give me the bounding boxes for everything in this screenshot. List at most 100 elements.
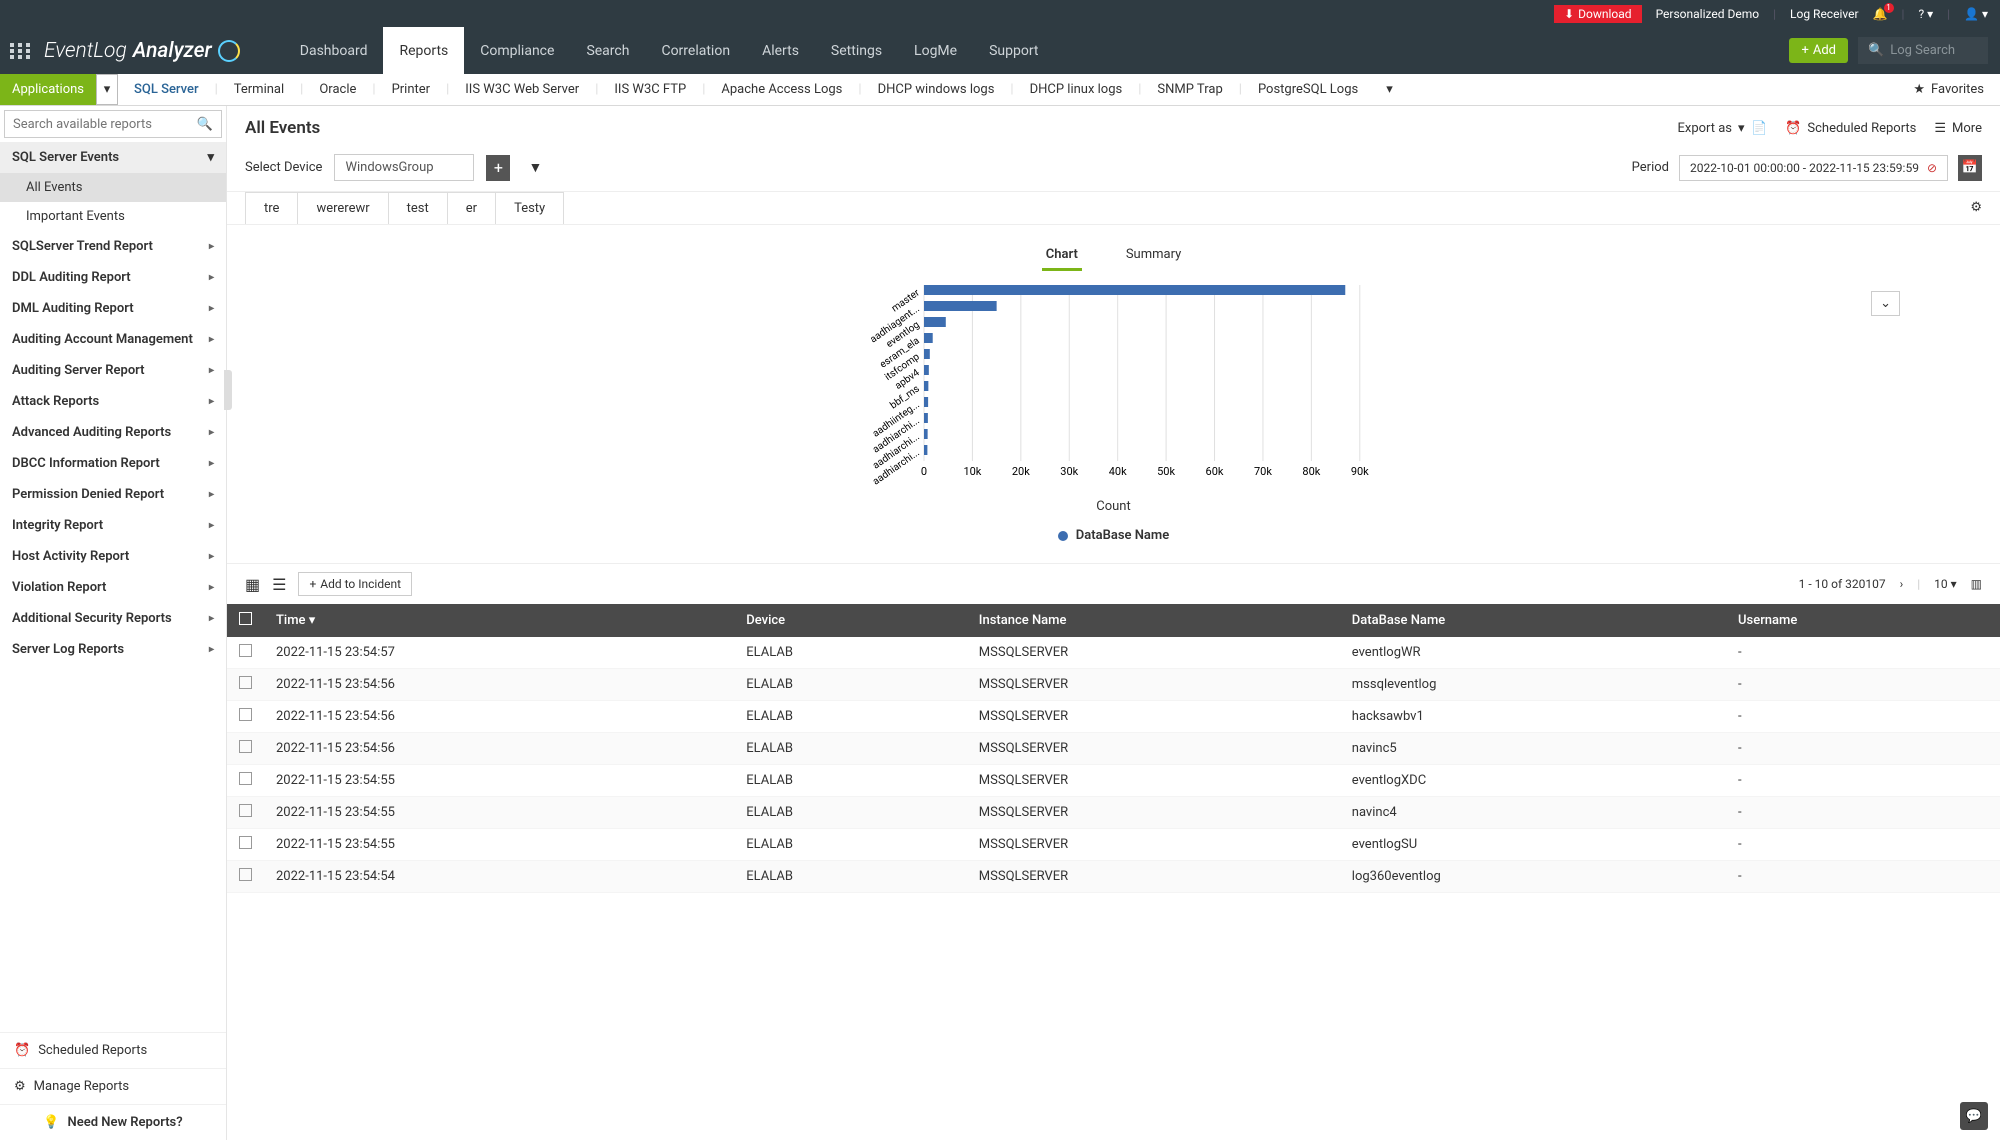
calendar-button[interactable]: 📅	[1958, 155, 1982, 181]
table-row[interactable]: 2022-11-15 23:54:56ELALABMSSQLSERVERmssq…	[227, 669, 2000, 701]
sidebar-item-auditing-server-report[interactable]: Auditing Server Report▸	[0, 355, 226, 386]
nav-tab-settings[interactable]: Settings	[815, 27, 898, 74]
scheduled-reports-button[interactable]: ⏰ Scheduled Reports	[1785, 121, 1916, 136]
sidebar-collapse-handle[interactable]	[224, 370, 232, 410]
col-username[interactable]: Username	[1726, 604, 2000, 637]
sidebar-item-attack-reports[interactable]: Attack Reports▸	[0, 386, 226, 417]
close-icon[interactable]: ⊘	[1927, 161, 1937, 175]
subtab-sql-server[interactable]: SQL Server	[118, 74, 215, 105]
col-instance-name[interactable]: Instance Name	[967, 604, 1340, 637]
mini-tab-test[interactable]: test	[388, 192, 448, 224]
pager-next-icon[interactable]: ›	[1900, 577, 1904, 591]
nav-tab-compliance[interactable]: Compliance	[464, 27, 570, 74]
nav-tab-support[interactable]: Support	[973, 27, 1054, 74]
nav-tab-logme[interactable]: LogMe	[898, 27, 973, 74]
sidebar-item-ddl-auditing-report[interactable]: DDL Auditing Report▸	[0, 262, 226, 293]
chat-icon[interactable]: 💬	[1960, 1102, 1988, 1130]
columns-icon[interactable]: ▥	[1971, 577, 1982, 591]
subtab-dhcp-linux-logs[interactable]: DHCP linux logs	[1014, 74, 1139, 105]
help-icon[interactable]: ? ▾	[1918, 7, 1933, 21]
table-row[interactable]: 2022-11-15 23:54:57ELALABMSSQLSERVEReven…	[227, 637, 2000, 669]
grid-view-icon[interactable]: ▦	[245, 575, 260, 594]
demo-link[interactable]: Personalized Demo	[1656, 7, 1760, 21]
more-button[interactable]: ☰ More	[1934, 121, 1982, 136]
subtab-postgresql-logs[interactable]: PostgreSQL Logs	[1242, 74, 1374, 105]
add-button[interactable]: + Add	[1789, 38, 1848, 63]
add-device-button[interactable]: +	[486, 155, 510, 181]
filter-icon[interactable]: ▼	[522, 159, 548, 176]
sidebar-item-dml-auditing-report[interactable]: DML Auditing Report▸	[0, 293, 226, 324]
col-check[interactable]	[227, 604, 264, 637]
subtab-snmp-trap[interactable]: SNMP Trap	[1141, 74, 1238, 105]
sidebar-search[interactable]: 🔍	[4, 110, 222, 138]
chart-tab-summary[interactable]: Summary	[1122, 241, 1185, 271]
sidebar-item-additional-security-reports[interactable]: Additional Security Reports▸	[0, 603, 226, 634]
table-row[interactable]: 2022-11-15 23:54:55ELALABMSSQLSERVEReven…	[227, 829, 2000, 861]
sidebar-item-sqlserver-trend-report[interactable]: SQLServer Trend Report▸	[0, 231, 226, 262]
tab-settings-icon[interactable]: ⚙	[1970, 200, 1982, 215]
sidebar-item-permission-denied-report[interactable]: Permission Denied Report▸	[0, 479, 226, 510]
user-icon[interactable]: 👤 ▾	[1964, 7, 1988, 21]
chart-tab-chart[interactable]: Chart	[1042, 241, 1082, 271]
col-database-name[interactable]: DataBase Name	[1340, 604, 1726, 637]
col-time[interactable]: Time ▾	[264, 604, 734, 637]
add-incident-button[interactable]: + Add to Incident	[298, 572, 412, 596]
sidebar-item-dbcc-information-report[interactable]: DBCC Information Report▸	[0, 448, 226, 479]
subtab-printer[interactable]: Printer	[376, 74, 447, 105]
more-subtabs[interactable]: ▾	[1374, 74, 1405, 105]
mini-tab-tre[interactable]: tre	[245, 192, 298, 224]
table-row[interactable]: 2022-11-15 23:54:56ELALABMSSQLSERVERhack…	[227, 701, 2000, 733]
subtab-oracle[interactable]: Oracle	[303, 74, 372, 105]
sidebar-item-auditing-account-management[interactable]: Auditing Account Management▸	[0, 324, 226, 355]
nav-tab-search[interactable]: Search	[570, 27, 645, 74]
sidebar-item-server-log-reports[interactable]: Server Log Reports▸	[0, 634, 226, 665]
nav-tab-correlation[interactable]: Correlation	[645, 27, 746, 74]
download-button[interactable]: ⬇ Download	[1554, 5, 1641, 23]
logo[interactable]: EventLog Analyzer	[0, 27, 254, 74]
need-reports-link[interactable]: 💡 Need New Reports?	[0, 1104, 226, 1140]
mini-tab-er[interactable]: er	[447, 192, 496, 224]
manage-label: Manage Reports	[34, 1079, 129, 1094]
col-device[interactable]: Device	[734, 604, 967, 637]
nav-tab-alerts[interactable]: Alerts	[746, 27, 815, 74]
mini-tab-wererewr[interactable]: wererewr	[297, 192, 388, 224]
log-receiver-link[interactable]: Log Receiver	[1790, 7, 1859, 21]
logo-text-b: Analyzer	[133, 39, 212, 63]
list-view-icon[interactable]: ☰	[272, 575, 286, 594]
chart-expand-button[interactable]: ⌄	[1871, 291, 1900, 316]
period-range[interactable]: 2022-10-01 00:00:00 - 2022-11-15 23:59:5…	[1679, 155, 1948, 181]
export-button[interactable]: Export as ▾ 📄	[1677, 121, 1767, 136]
search-icon[interactable]: 🔍	[197, 117, 213, 132]
sidebar-item-host-activity-report[interactable]: Host Activity Report▸	[0, 541, 226, 572]
chevron-down-icon[interactable]: ▾	[96, 74, 118, 105]
notifications-icon[interactable]: 🔔1	[1873, 7, 1888, 21]
page-size-select[interactable]: 10 ▾	[1934, 577, 1957, 591]
sidebar-sub-all-events[interactable]: All Events	[0, 173, 226, 202]
search-input[interactable]	[13, 117, 197, 132]
subtab-iis-w3c-ftp[interactable]: IIS W3C FTP	[598, 74, 702, 105]
mini-tab-Testy[interactable]: Testy	[495, 192, 564, 224]
subtab-terminal[interactable]: Terminal	[218, 74, 300, 105]
applications-dropdown[interactable]: Applications ▾	[0, 74, 118, 105]
manage-reports-link[interactable]: ⚙ Manage Reports	[0, 1068, 226, 1104]
scheduled-reports-link[interactable]: ⏰ Scheduled Reports	[0, 1032, 226, 1068]
applications-label: Applications	[12, 82, 84, 97]
apps-grid-icon[interactable]	[10, 43, 32, 59]
sidebar-item-integrity-report[interactable]: Integrity Report▸	[0, 510, 226, 541]
table-row[interactable]: 2022-11-15 23:54:54ELALABMSSQLSERVERlog3…	[227, 861, 2000, 893]
table-row[interactable]: 2022-11-15 23:54:56ELALABMSSQLSERVERnavi…	[227, 733, 2000, 765]
sidebar-item-advanced-auditing-reports[interactable]: Advanced Auditing Reports▸	[0, 417, 226, 448]
device-select[interactable]: WindowsGroup	[334, 154, 474, 181]
sidebar-item-violation-report[interactable]: Violation Report▸	[0, 572, 226, 603]
nav-tab-dashboard[interactable]: Dashboard	[284, 27, 384, 74]
table-row[interactable]: 2022-11-15 23:54:55ELALABMSSQLSERVEReven…	[227, 765, 2000, 797]
sidebar-sub-important-events[interactable]: Important Events	[0, 202, 226, 231]
subtab-iis-w3c-web-server[interactable]: IIS W3C Web Server	[449, 74, 595, 105]
sidebar-section-sql-events[interactable]: SQL Server Events ▾	[0, 142, 226, 173]
nav-tab-reports[interactable]: Reports	[383, 27, 464, 74]
log-search-input[interactable]: 🔍 Log Search	[1858, 37, 1988, 64]
subtab-dhcp-windows-logs[interactable]: DHCP windows logs	[862, 74, 1011, 105]
favorites-link[interactable]: ★ Favorites	[1897, 74, 2000, 105]
table-row[interactable]: 2022-11-15 23:54:55ELALABMSSQLSERVERnavi…	[227, 797, 2000, 829]
subtab-apache-access-logs[interactable]: Apache Access Logs	[705, 74, 858, 105]
